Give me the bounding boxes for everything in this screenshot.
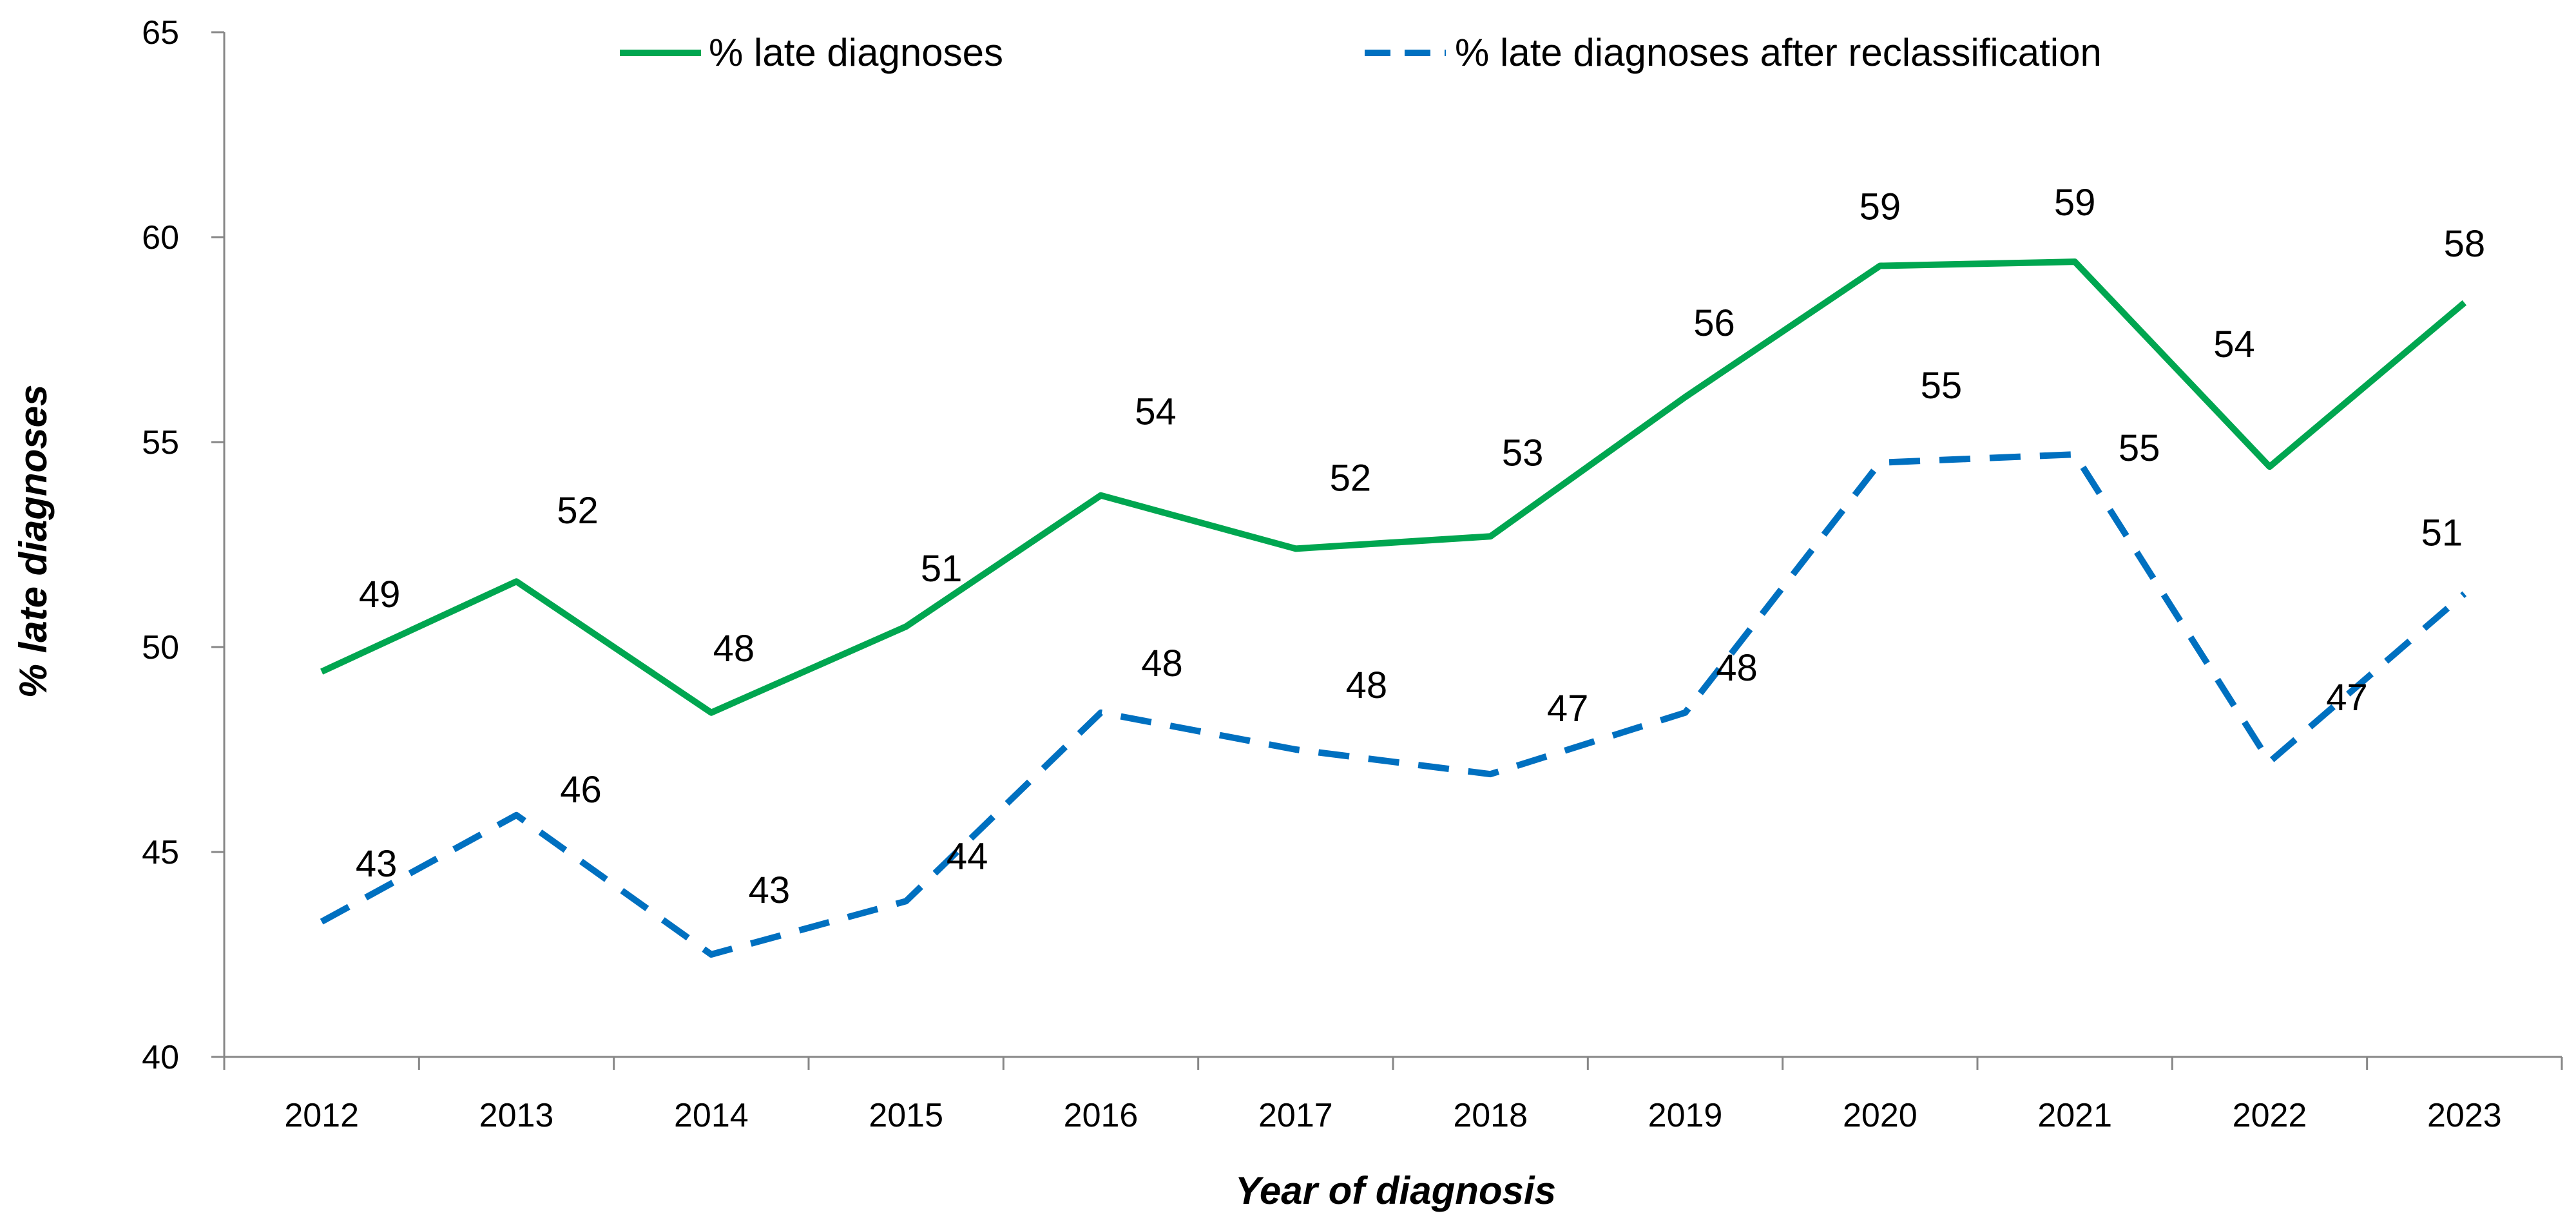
x-tick-label: 2021: [2037, 1097, 2112, 1134]
data-label: 58: [2444, 223, 2486, 265]
data-point: [1099, 493, 1104, 498]
data-point: [709, 952, 714, 957]
data-label: 43: [749, 869, 791, 911]
y-tick-label: 60: [142, 219, 179, 256]
data-label: 48: [1141, 643, 1183, 684]
data-point: [2072, 259, 2077, 264]
series-line-late-diagnoses: [320, 258, 2467, 716]
x-tick-label: 2013: [479, 1097, 554, 1134]
x-tick-label: 2016: [1064, 1097, 1139, 1134]
data-point: [1878, 460, 1883, 465]
y-tick-label: 65: [142, 14, 179, 52]
data-point: [1099, 710, 1104, 715]
data-point: [2462, 591, 2467, 596]
data-point: [903, 624, 908, 629]
data-label: 56: [1693, 302, 1735, 344]
data-labels: 49 52 48 51 54 52 53 56 59 59 54 58 43 46 43 44 48 48 47 48…: [356, 182, 2485, 911]
data-point: [2462, 300, 2467, 305]
data-point: [709, 710, 714, 715]
legend-item-late-diagnoses: % late diagnoses: [620, 31, 1003, 74]
data-label: 51: [2421, 512, 2463, 554]
x-tick-label: 2023: [2427, 1097, 2502, 1134]
data-point: [1878, 264, 1883, 269]
data-label: 54: [2213, 324, 2255, 365]
y-tick-label: 50: [142, 629, 179, 666]
data-point: [903, 898, 908, 904]
data-label: 51: [921, 548, 963, 590]
data-point: [319, 669, 324, 674]
data-label: 47: [2326, 677, 2368, 719]
x-tick-label: 2022: [2233, 1097, 2307, 1134]
data-label: 43: [356, 843, 398, 885]
data-point: [1293, 546, 1298, 551]
data-point: [1683, 394, 1688, 400]
x-axis-title: Year of diagnosis: [1235, 1169, 1556, 1212]
data-label: 44: [947, 835, 988, 877]
data-label: 52: [557, 490, 599, 532]
data-point: [2072, 452, 2077, 457]
x-tick-label: 2019: [1648, 1097, 1723, 1134]
legend-item-late-diagnoses-reclassified: % late diagnoses after reclassification: [1365, 31, 2102, 74]
x-tick-label: 2018: [1453, 1097, 1528, 1134]
x-tick-label: 2014: [674, 1097, 749, 1134]
data-label: 48: [1716, 647, 1758, 689]
y-tick-label: 45: [142, 834, 179, 871]
data-point: [1488, 771, 1493, 777]
series-line-late-diagnoses-reclassified: [320, 451, 2467, 958]
data-label: 46: [560, 769, 602, 811]
x-tick-label: 2012: [284, 1097, 359, 1134]
data-label: 47: [1547, 688, 1589, 730]
data-label: 55: [1921, 365, 1963, 407]
y-tick-label: 40: [142, 1039, 179, 1076]
data-point: [2267, 464, 2273, 469]
axes: 40 45 50 55 60 65 2012 2013 2014 2015 2016 2017 2018…: [142, 14, 2563, 1134]
data-label: 59: [1860, 186, 1901, 228]
data-point: [319, 919, 324, 924]
data-point: [1683, 710, 1688, 715]
data-point: [514, 813, 519, 818]
y-axis-title: % late diagnoses: [12, 385, 55, 699]
data-label: 48: [713, 628, 755, 670]
data-label: 59: [2054, 182, 2096, 224]
data-label: 53: [1502, 432, 1544, 474]
data-label: 55: [2119, 427, 2160, 469]
legend-label: % late diagnoses after reclassification: [1455, 31, 2102, 74]
x-tick-label: 2017: [1258, 1097, 1333, 1134]
data-point: [514, 579, 519, 584]
data-label: 54: [1135, 391, 1177, 433]
series-lines: [319, 258, 2467, 958]
data-point: [1293, 747, 1298, 752]
legend: % late diagnoses % late diagnoses after r…: [620, 31, 2102, 74]
y-tick-label: 55: [142, 424, 179, 461]
data-point: [1488, 534, 1493, 539]
data-point: [2267, 759, 2273, 764]
legend-label: % late diagnoses: [709, 31, 1003, 74]
data-label: 49: [359, 574, 401, 615]
data-label: 52: [1330, 457, 1372, 499]
x-tick-label: 2020: [1843, 1097, 1918, 1134]
data-label: 48: [1346, 664, 1388, 706]
x-tick-label: 2015: [869, 1097, 943, 1134]
